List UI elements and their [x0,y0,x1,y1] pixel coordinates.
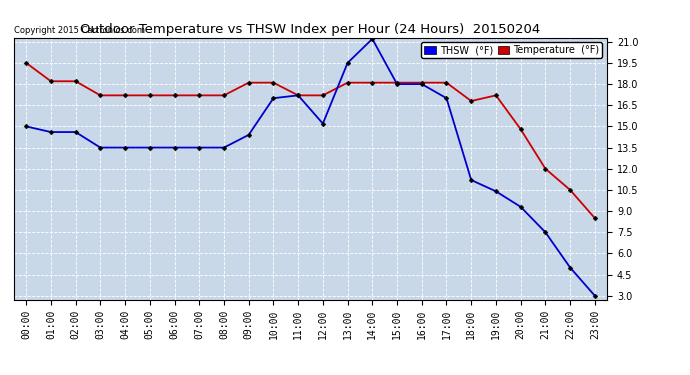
Text: Copyright 2015 Cartronics.com: Copyright 2015 Cartronics.com [14,26,145,35]
Title: Outdoor Temperature vs THSW Index per Hour (24 Hours)  20150204: Outdoor Temperature vs THSW Index per Ho… [80,23,541,36]
Legend: THSW  (°F), Temperature  (°F): THSW (°F), Temperature (°F) [421,42,602,58]
